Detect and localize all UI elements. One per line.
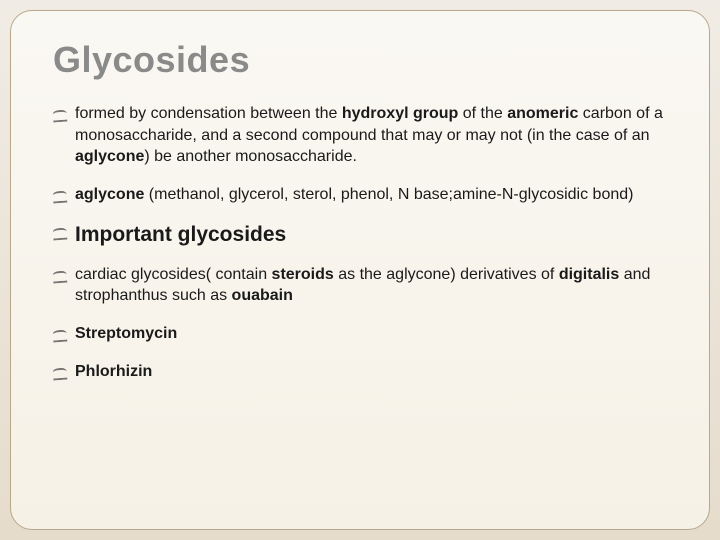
- text-bold: Streptomycin: [75, 325, 177, 342]
- slide-title: Glycosides: [53, 39, 667, 81]
- bullet-cardiac: cardiac glycosides( contain steroids as …: [53, 264, 667, 307]
- text-segment: as the aglycone) derivatives of: [334, 266, 559, 283]
- bullet-streptomycin: Streptomycin: [53, 323, 667, 345]
- text-bold: Phlorhizin: [75, 363, 152, 380]
- bullet-aglycone: aglycone (methanol, glycerol, sterol, ph…: [53, 184, 667, 206]
- slide-outer: Glycosides formed by condensation betwee…: [0, 0, 720, 540]
- bullet-list: formed by condensation between the hydro…: [53, 103, 667, 382]
- slide-frame: Glycosides formed by condensation betwee…: [10, 10, 710, 530]
- bullet-phlorhizin: Phlorhizin: [53, 361, 667, 383]
- bullet-formed: formed by condensation between the hydro…: [53, 103, 667, 168]
- text-segment: glycosides: [172, 223, 286, 246]
- bullet-important-heading: Important glycosides: [53, 221, 667, 249]
- text-bold: hydroxyl group: [342, 105, 458, 122]
- text-segment: (methanol, glycerol, sterol, phenol, N b…: [144, 186, 633, 203]
- text-segment: of the: [458, 105, 507, 122]
- text-bold: anomeric: [507, 105, 578, 122]
- text-bold: Important: [75, 223, 172, 246]
- text-bold: digitalis: [559, 266, 619, 283]
- text-bold: ouabain: [232, 287, 293, 304]
- text-bold: steroids: [272, 266, 334, 283]
- text-segment: ) be another monosaccharide.: [144, 148, 357, 165]
- text-segment: cardiac glycosides( contain: [75, 266, 272, 283]
- text-segment: formed by condensation between the: [75, 105, 342, 122]
- text-bold: aglycone: [75, 186, 144, 203]
- text-bold: aglycone: [75, 148, 144, 165]
